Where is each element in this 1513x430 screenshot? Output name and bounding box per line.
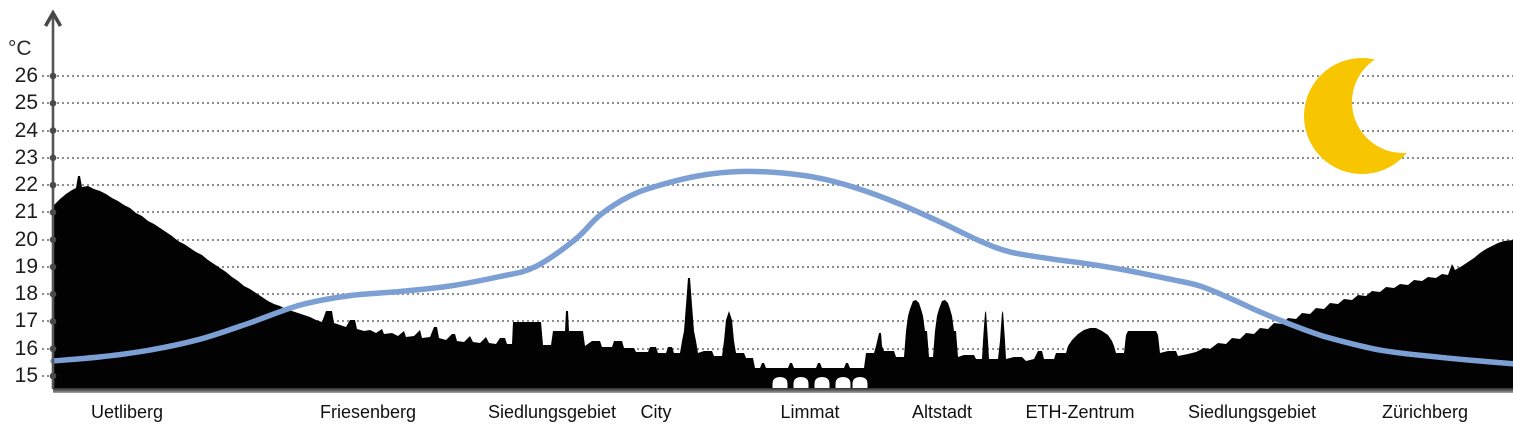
x-axis-label: Zürichberg: [1381, 402, 1469, 422]
axis-tick-dot: [49, 100, 57, 107]
bridge-arch: [793, 377, 809, 389]
y-axis-tick-label: 23: [14, 145, 38, 169]
x-axis-label: Limmat: [780, 402, 840, 422]
y-axis-tick-label: 20: [14, 227, 38, 251]
axis-tick-dot: [49, 372, 57, 380]
limmat-bridge-arches: [772, 377, 868, 389]
y-axis-tick-label: 24: [14, 118, 38, 142]
gridline: [42, 320, 1513, 323]
y-axis-tick-label: 25: [14, 91, 38, 115]
y-axis-tick-label: 16: [14, 336, 38, 360]
y-axis-unit-label: °C: [8, 37, 32, 60]
axis-tick-dot: [49, 318, 57, 325]
gridline: [42, 211, 1513, 214]
gridline: [42, 129, 1513, 132]
city-skyline-silhouette: [53, 176, 1513, 389]
axis-tick-dot: [49, 154, 57, 162]
gridline: [42, 102, 1513, 105]
axis-tick-dot: [49, 209, 57, 216]
y-axis-tick-label: 21: [14, 200, 38, 224]
axis-tick-dot: [49, 263, 57, 271]
axis-tick-dot: [49, 72, 57, 80]
axis-arrow-icon: [43, 9, 63, 27]
bridge-arch: [835, 377, 851, 389]
gridline: [42, 184, 1513, 187]
axis-tick-dot: [49, 345, 57, 353]
axis-tick-dot: [49, 290, 57, 298]
y-axis: [43, 9, 63, 389]
y-axis-tick-label: 18: [14, 282, 38, 306]
moon-icon: [1304, 58, 1420, 174]
axis-tick-dot: [49, 181, 57, 189]
gridline: [42, 265, 1513, 268]
x-axis-label: Siedlungsgebiet: [1187, 402, 1317, 422]
x-axis-label: Siedlungsgebiet: [487, 402, 617, 422]
y-axis-tick-label: 26: [14, 64, 38, 88]
x-axis-label: Friesenberg: [319, 402, 417, 422]
y-axis-tick-label: 15: [14, 364, 38, 387]
y-axis-tick-label: 22: [14, 173, 38, 197]
x-axis-label: City: [640, 402, 672, 422]
gridline: [42, 293, 1513, 296]
x-axis-label: Altstadt: [911, 402, 973, 422]
bridge-arch: [772, 377, 788, 389]
axis-tick-dot: [49, 127, 57, 134]
x-axis-label: Uetliberg: [90, 402, 164, 422]
temperature-curve: [50, 168, 1513, 367]
y-axis-tick-label: 17: [14, 309, 38, 333]
axis-tick-dot: [49, 236, 57, 243]
gridline: [42, 238, 1513, 241]
bridge-arch: [814, 377, 830, 389]
bridge-arch: [852, 377, 868, 389]
gridline: [42, 75, 1513, 78]
y-axis-tick-label: 19: [14, 254, 38, 278]
gridline: [42, 156, 1513, 159]
x-axis-label: ETH-Zentrum: [1025, 402, 1135, 422]
ground-line: [53, 388, 1513, 393]
gridline: [42, 347, 1513, 350]
